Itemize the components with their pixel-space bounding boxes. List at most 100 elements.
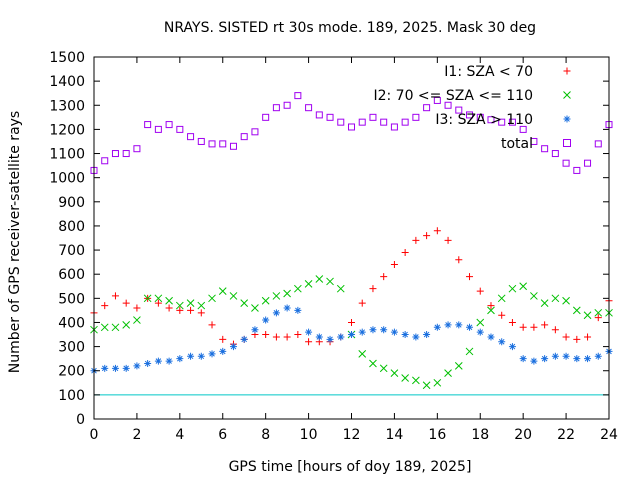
y-tick-label: 800: [58, 219, 85, 235]
data-point: [380, 273, 388, 281]
data-point: [412, 376, 420, 385]
data-point: [401, 248, 409, 256]
data-point: [261, 296, 270, 305]
series-4: [90, 92, 613, 174]
data-point: [326, 335, 334, 343]
data-point: [530, 292, 538, 300]
x-tick-label: 24: [600, 427, 618, 443]
data-point: [305, 338, 313, 346]
data-point: [348, 331, 355, 339]
data-point: [423, 331, 431, 339]
data-point: [197, 309, 205, 317]
data-point: [541, 145, 549, 153]
data-point: [176, 125, 184, 133]
data-point: [122, 150, 130, 158]
data-point: [508, 284, 517, 293]
data-point: [229, 292, 238, 300]
data-point: [455, 256, 463, 264]
x-tick-label: 10: [300, 427, 318, 443]
data-point: [251, 304, 259, 312]
y-tick-label: 900: [58, 195, 85, 211]
data-point: [294, 284, 302, 293]
x-tick-label: 6: [218, 427, 227, 443]
data-point: [369, 359, 377, 368]
data-point: [551, 294, 560, 303]
data-point: [305, 104, 313, 112]
data-point: [251, 128, 259, 136]
data-point: [187, 306, 195, 314]
data-point: [219, 335, 227, 343]
data-point: [466, 273, 474, 281]
data-point: [487, 302, 495, 310]
data-point: [294, 331, 302, 339]
x-axis-label: GPS time [hours of doy 189, 2025]: [229, 459, 472, 475]
data-point: [262, 331, 270, 339]
y-tick-label: 1300: [49, 98, 85, 114]
y-tick-label: 1200: [49, 122, 85, 138]
data-point: [337, 333, 345, 341]
data-point: [240, 299, 249, 308]
data-point: [519, 282, 528, 291]
data-point: [476, 287, 484, 295]
data-point: [165, 304, 173, 312]
data-point: [572, 306, 581, 315]
data-point: [573, 335, 581, 343]
y-tick-label: 0: [76, 412, 85, 428]
data-point: [487, 333, 495, 341]
data-point: [337, 118, 345, 126]
data-point: [551, 352, 559, 360]
data-point: [380, 326, 388, 334]
data-point: [176, 306, 184, 314]
data-point: [562, 159, 570, 167]
data-point: [530, 357, 538, 365]
data-point: [498, 338, 506, 346]
data-point: [476, 328, 484, 336]
data-point: [154, 125, 162, 133]
data-point: [197, 137, 205, 145]
y-axis-label: Number of GPS receiver-satellite rays: [7, 111, 23, 373]
data-point: [326, 113, 334, 121]
data-point: [272, 309, 280, 317]
data-point: [379, 364, 388, 373]
data-point: [487, 116, 495, 124]
data-point: [412, 236, 420, 244]
chart-title: NRAYS. SISTED rt 30s mode. 189, 2025. Ma…: [164, 20, 536, 36]
data-point: [433, 323, 441, 331]
data-point: [573, 355, 581, 363]
data-point: [186, 299, 195, 308]
legend-label: total: [501, 136, 533, 152]
data-point: [594, 352, 602, 360]
data-point: [294, 92, 302, 100]
data-point: [369, 326, 377, 334]
data-point: [433, 227, 441, 235]
data-point: [541, 355, 549, 363]
data-point: [111, 323, 120, 332]
data-point: [208, 350, 216, 358]
x-tick-label: 14: [386, 427, 404, 443]
data-point: [143, 294, 152, 303]
data-point: [240, 133, 248, 141]
data-point: [165, 121, 173, 129]
data-point: [519, 323, 527, 331]
data-point: [208, 294, 216, 303]
data-point: [508, 318, 516, 326]
data-point: [133, 362, 141, 370]
data-point: [369, 113, 377, 121]
data-point: [154, 357, 162, 365]
data-point: [122, 364, 130, 372]
data-point: [262, 316, 270, 324]
data-point: [444, 321, 452, 329]
data-point: [540, 299, 549, 308]
data-point: [219, 140, 227, 148]
data-point: [583, 311, 592, 320]
data-point: [305, 328, 313, 336]
data-point: [498, 311, 506, 319]
data-point: [444, 236, 452, 244]
axis-layer: 0 2 4 6 8 10 12 14 16 18 20 22 240100200300400500600…: [49, 50, 618, 443]
data-point: [283, 304, 291, 312]
y-tick-label: 700: [58, 243, 85, 259]
data-point: [594, 314, 602, 322]
x-tick-label: 20: [514, 427, 532, 443]
x-tick-label: 12: [343, 427, 361, 443]
